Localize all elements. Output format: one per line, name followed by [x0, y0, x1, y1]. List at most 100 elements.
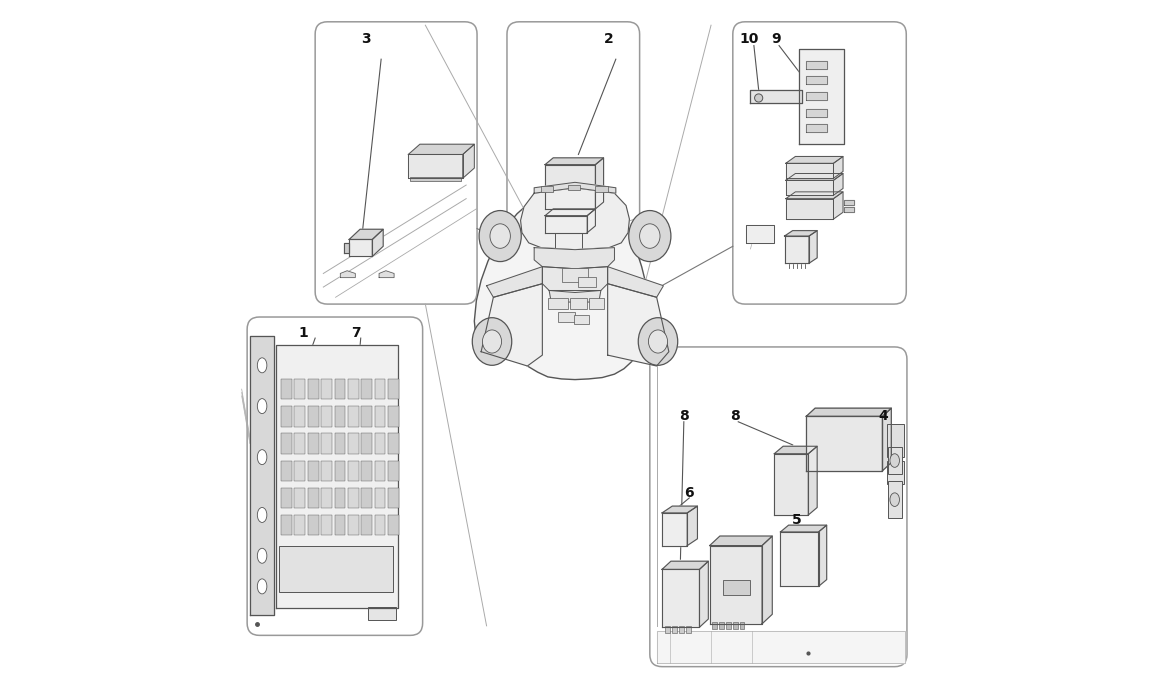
Ellipse shape [649, 330, 667, 353]
Bar [368, 607, 396, 620]
Polygon shape [373, 229, 383, 257]
Bar [294, 515, 306, 535]
Bar [375, 406, 385, 426]
Polygon shape [784, 236, 808, 263]
Polygon shape [250, 336, 275, 615]
Polygon shape [834, 192, 843, 219]
Text: 2: 2 [604, 33, 613, 46]
Bar [361, 515, 373, 535]
Bar [388, 515, 399, 535]
Polygon shape [545, 165, 596, 209]
Bar [388, 433, 399, 454]
Bar [335, 406, 345, 426]
Bar [739, 622, 744, 628]
Polygon shape [545, 158, 604, 165]
Bar [568, 185, 581, 191]
Bar [540, 186, 553, 192]
Polygon shape [781, 532, 819, 587]
Ellipse shape [258, 579, 267, 594]
Bar [375, 488, 385, 508]
Bar [409, 177, 461, 181]
Polygon shape [344, 243, 350, 253]
Bar [348, 406, 359, 426]
Bar [361, 460, 373, 481]
Polygon shape [806, 76, 827, 85]
Bar [348, 488, 359, 508]
Polygon shape [806, 417, 882, 471]
Text: 10: 10 [739, 33, 759, 46]
Bar [375, 515, 385, 535]
Ellipse shape [890, 493, 899, 507]
Bar [335, 379, 345, 400]
Bar [361, 433, 373, 454]
Polygon shape [486, 266, 543, 297]
Ellipse shape [639, 224, 660, 249]
Polygon shape [276, 345, 398, 608]
Ellipse shape [490, 224, 511, 249]
Polygon shape [481, 283, 543, 366]
Text: 9: 9 [772, 33, 781, 46]
Bar [281, 406, 292, 426]
Polygon shape [806, 124, 827, 132]
Polygon shape [545, 216, 588, 233]
Polygon shape [745, 225, 774, 243]
Polygon shape [808, 446, 818, 515]
Bar [388, 379, 399, 400]
Bar [335, 515, 345, 535]
Bar [361, 379, 373, 400]
Bar [321, 460, 332, 481]
Bar [666, 626, 670, 632]
Bar [726, 622, 730, 628]
Bar [388, 460, 399, 481]
Polygon shape [408, 154, 462, 178]
Polygon shape [662, 561, 708, 570]
Polygon shape [784, 231, 818, 236]
Bar [375, 433, 385, 454]
Polygon shape [751, 90, 802, 103]
Bar [308, 488, 319, 508]
Polygon shape [662, 570, 699, 627]
Bar [348, 515, 359, 535]
Polygon shape [785, 156, 843, 163]
Bar [321, 406, 332, 426]
Ellipse shape [258, 399, 267, 414]
Ellipse shape [258, 449, 267, 464]
Bar [673, 626, 677, 632]
Polygon shape [462, 144, 474, 178]
Polygon shape [380, 270, 394, 277]
Polygon shape [762, 536, 773, 624]
Polygon shape [785, 173, 843, 180]
Bar [388, 406, 399, 426]
Polygon shape [521, 188, 629, 250]
Polygon shape [535, 182, 615, 193]
Polygon shape [545, 209, 596, 216]
Bar [348, 460, 359, 481]
Bar [294, 379, 306, 400]
Bar [321, 488, 332, 508]
Bar [388, 488, 399, 508]
Bar [570, 298, 586, 309]
Text: 4: 4 [879, 409, 888, 423]
Bar [574, 315, 589, 324]
Bar [723, 580, 751, 594]
Polygon shape [588, 209, 596, 233]
Polygon shape [785, 199, 834, 219]
Bar [888, 447, 902, 474]
Polygon shape [785, 163, 834, 178]
Ellipse shape [258, 507, 267, 522]
Bar [321, 515, 332, 535]
Polygon shape [662, 513, 688, 546]
Polygon shape [607, 283, 669, 366]
Bar [308, 515, 319, 535]
Bar [335, 460, 345, 481]
Bar [294, 433, 306, 454]
Bar [308, 406, 319, 426]
Ellipse shape [480, 210, 521, 262]
Bar [321, 433, 332, 454]
Polygon shape [550, 290, 600, 302]
Polygon shape [806, 408, 891, 417]
Polygon shape [408, 144, 474, 154]
Bar [321, 379, 332, 400]
Polygon shape [662, 506, 697, 513]
Polygon shape [844, 207, 854, 212]
